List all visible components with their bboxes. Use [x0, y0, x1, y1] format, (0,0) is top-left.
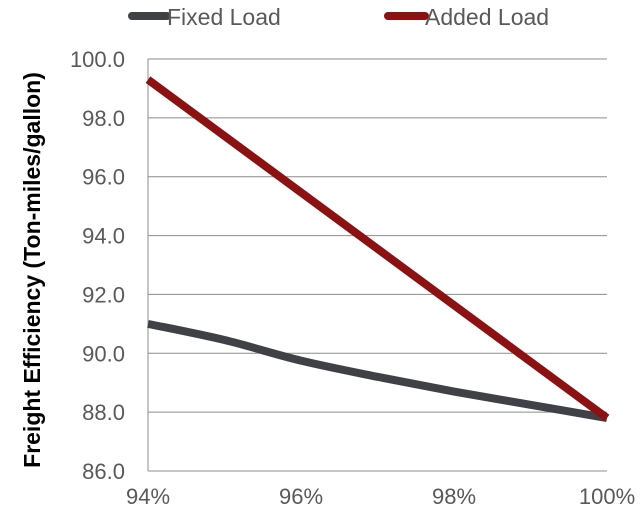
- gridlines: [148, 58, 607, 413]
- x-tick-label: 94%: [126, 484, 170, 509]
- y-tick-labels: 86.0 88.0 90.0 92.0 94.0 96.0 98.0 100.0: [70, 47, 125, 484]
- legend: Fixed Load Added Load: [128, 4, 549, 30]
- x-tick-label: 96%: [279, 484, 323, 509]
- y-tick-label: 98.0: [82, 106, 125, 131]
- series-line-added-load: [145, 76, 610, 422]
- y-tick-label: 100.0: [70, 47, 125, 72]
- y-axis-label: Freight Efficiency (Ton-miles/gallon): [19, 72, 45, 468]
- x-tick-label: 98%: [432, 484, 476, 509]
- y-tick-label: 88.0: [82, 400, 125, 425]
- x-tick-label: 100%: [579, 484, 635, 509]
- y-tick-label: 86.0: [82, 459, 125, 484]
- y-tick-label: 96.0: [82, 165, 125, 190]
- y-tick-label: 94.0: [82, 224, 125, 249]
- series-line-fixed-load: [147, 319, 608, 422]
- axes: [147, 59, 607, 472]
- legend-label-added-load: Added Load: [425, 4, 549, 30]
- x-tick-labels: 94% 96% 98% 100%: [126, 484, 635, 509]
- y-tick-label: 90.0: [82, 341, 125, 366]
- legend-label-fixed-load: Fixed Load: [167, 4, 281, 30]
- y-tick-label: 92.0: [82, 282, 125, 307]
- series-lines: [145, 76, 610, 422]
